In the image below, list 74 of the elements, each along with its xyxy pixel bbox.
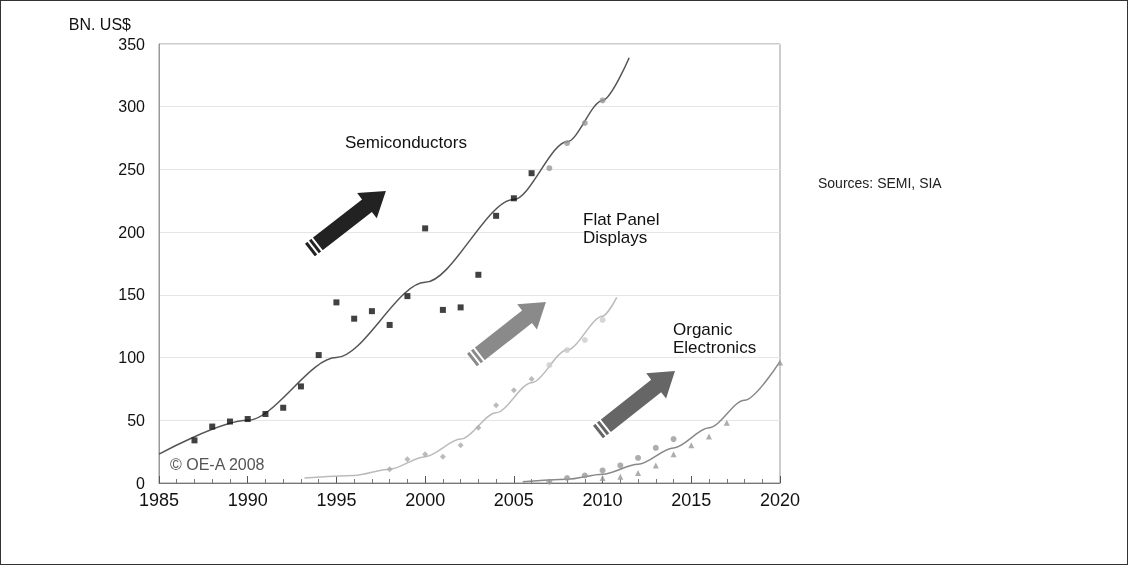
point (297, 383, 304, 390)
annotation: Organic Electronics (673, 319, 757, 357)
point (333, 299, 340, 306)
y-tick-label: 200 (118, 223, 146, 241)
line-series (521, 360, 781, 483)
point (386, 321, 393, 328)
point (777, 359, 783, 366)
y-tick-label: 250 (118, 160, 146, 178)
point (617, 473, 624, 480)
point (652, 444, 659, 451)
point (493, 212, 500, 219)
x-tick-label: 2005 (493, 490, 534, 510)
point (581, 337, 588, 344)
x-tick-label: 1985 (138, 490, 180, 510)
point (635, 454, 642, 461)
annotation: © OE-A 2008 (170, 456, 265, 473)
x-tick-label: 1995 (316, 490, 357, 510)
point (226, 418, 233, 425)
point (564, 140, 571, 147)
point (351, 315, 358, 322)
point (280, 404, 287, 411)
point (262, 411, 269, 418)
point (315, 352, 322, 359)
point (386, 466, 393, 473)
x-tick-label: 2000 (405, 490, 446, 510)
y-tick-label: 100 (118, 349, 146, 367)
point (510, 387, 517, 394)
point (706, 433, 713, 440)
y-tick-label: 150 (118, 286, 146, 304)
y-axis-title: BN. US$ (68, 15, 132, 33)
point (404, 456, 411, 463)
x-tick-label: 2020 (759, 490, 801, 510)
point (457, 442, 464, 449)
point (599, 316, 606, 323)
point (581, 120, 588, 127)
point (439, 453, 446, 460)
point (581, 472, 588, 479)
point (528, 170, 535, 177)
y-tick-label: 300 (118, 98, 146, 116)
y-tick-label: 350 (118, 35, 146, 53)
point (209, 423, 216, 430)
point (546, 362, 553, 369)
point (404, 293, 411, 300)
point (617, 462, 624, 469)
point (422, 451, 429, 458)
y-tick-label: 50 (127, 411, 146, 429)
line-series (303, 296, 618, 479)
point (599, 97, 606, 104)
point (439, 306, 446, 313)
point (475, 271, 482, 278)
point (670, 436, 677, 443)
point (191, 437, 198, 444)
point (422, 225, 429, 232)
point (564, 347, 571, 354)
point (635, 469, 642, 476)
point (368, 308, 375, 315)
annotation: Semiconductors (345, 132, 467, 152)
point (510, 195, 517, 202)
source-note: Sources: SEMI, SIA (818, 174, 943, 191)
point (244, 416, 251, 423)
y-tick-label: 0 (136, 474, 146, 492)
point (564, 474, 571, 481)
point (546, 165, 553, 172)
point (599, 467, 606, 474)
point (475, 424, 482, 431)
point (723, 419, 730, 426)
x-tick-label: 1990 (227, 490, 268, 510)
x-tick-label: 2010 (582, 490, 623, 510)
point (670, 451, 677, 458)
point (493, 402, 500, 409)
point (528, 375, 535, 382)
x-tick-label: 2015 (671, 490, 712, 510)
annotation: Flat Panel Displays (583, 209, 660, 247)
point (457, 304, 464, 311)
